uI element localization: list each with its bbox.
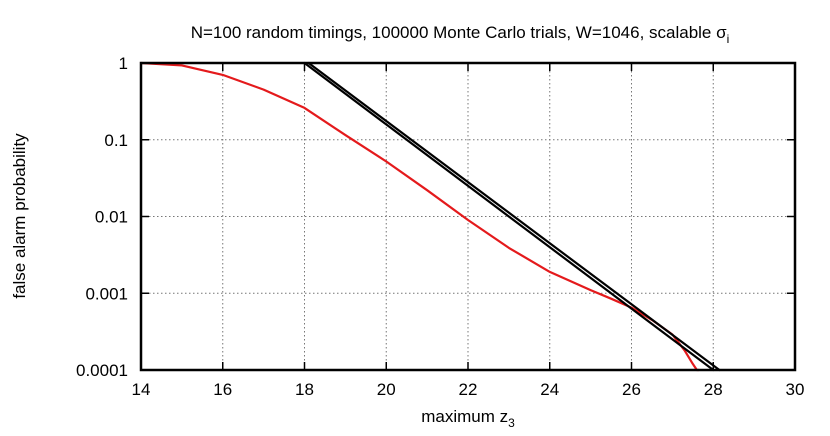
x-tick-label: 30 xyxy=(786,380,805,399)
x-axis-label-subscript: 3 xyxy=(508,416,515,430)
x-tick-label: 18 xyxy=(295,380,314,399)
y-tick-label: 0.01 xyxy=(95,208,128,227)
y-tick-label: 0.001 xyxy=(85,284,128,303)
x-tick-label: 28 xyxy=(704,380,723,399)
x-axis-label-text: maximum z xyxy=(421,407,508,426)
data-series xyxy=(139,61,721,372)
y-axis-label: false alarm probability xyxy=(10,133,29,299)
chart-title-text: N=100 random timings, 100000 Monte Carlo… xyxy=(191,23,727,42)
x-tick-label: 16 xyxy=(213,380,232,399)
x-axis: 14 16 18 20 22 24 26 28 30 xyxy=(132,63,805,399)
chart-title-subscript: i xyxy=(727,32,730,46)
y-tick-label: 0.0001 xyxy=(76,361,128,380)
x-tick-label: 24 xyxy=(540,380,559,399)
x-tick-label: 14 xyxy=(132,380,151,399)
x-tick-label: 26 xyxy=(622,380,641,399)
series-line-3 xyxy=(307,61,721,372)
x-tick-label: 22 xyxy=(459,380,478,399)
x-axis-label: maximum z3 xyxy=(421,407,515,430)
series-line-2 xyxy=(303,61,715,372)
y-tick-label: 0.1 xyxy=(104,131,128,150)
series-line-1 xyxy=(139,61,701,372)
chart-title: N=100 random timings, 100000 Monte Carlo… xyxy=(191,23,730,46)
y-tick-label: 1 xyxy=(119,54,128,73)
y-axis: 0.0001 0.001 0.01 0.1 1 xyxy=(76,54,795,380)
grid-lines xyxy=(141,63,795,370)
x-tick-label: 20 xyxy=(377,380,396,399)
